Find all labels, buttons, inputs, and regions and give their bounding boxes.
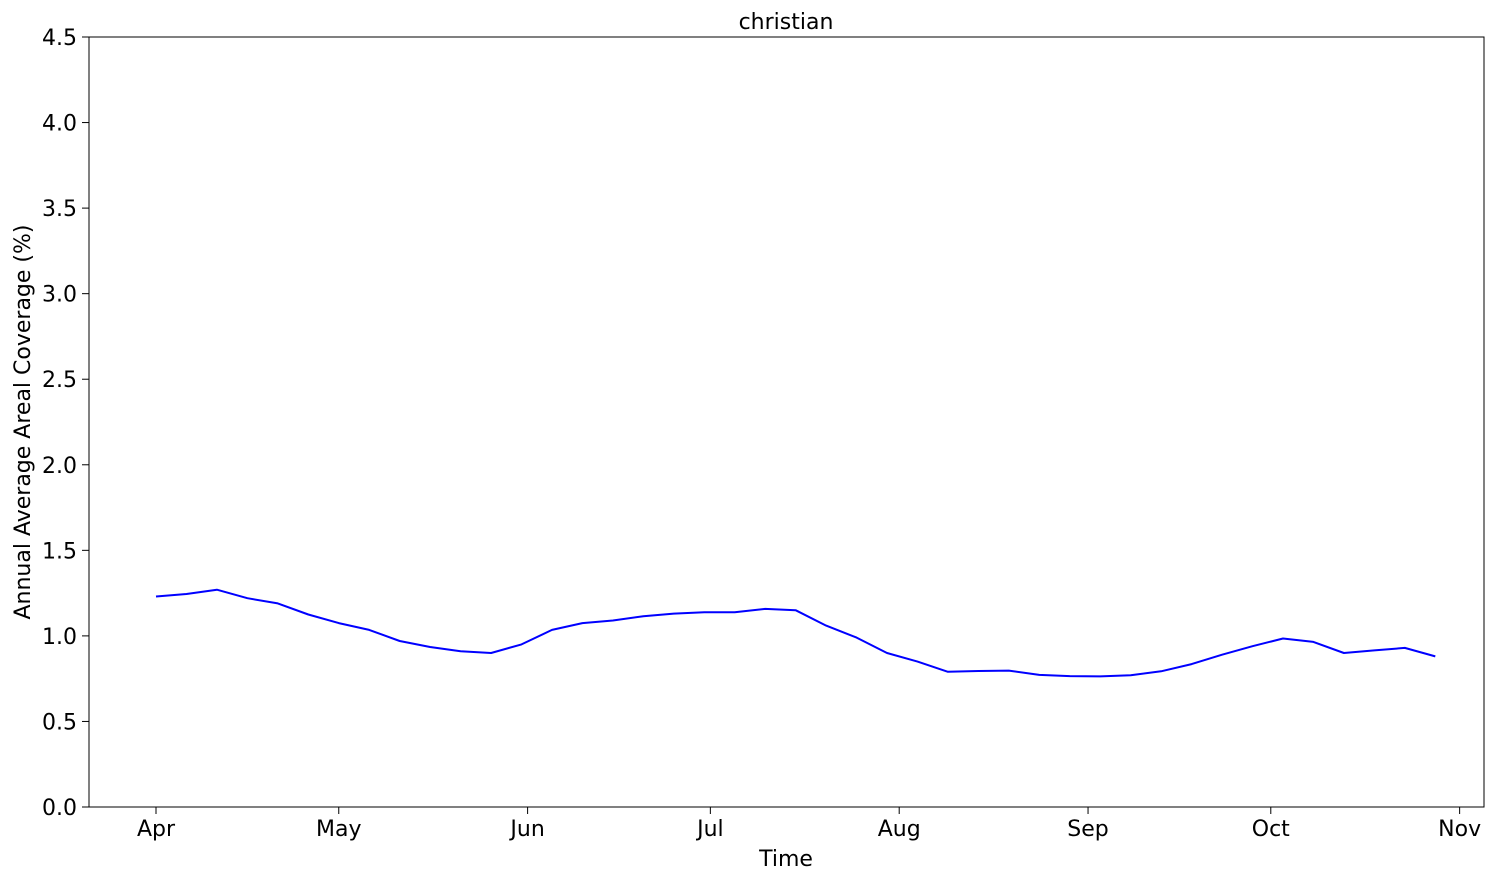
series-line-0 [155, 588, 1436, 678]
x-tick-label: Oct [1252, 817, 1290, 842]
plot-frame [88, 36, 1485, 808]
y-axis-ticks: 0.0 0.5 1.0 1.5 2.0 2.5 3.0 3.5 4.0 4.5 [42, 26, 89, 821]
y-tick-label: 2.5 [42, 368, 77, 393]
x-tick-label: Jul [695, 817, 724, 842]
x-tick-label: Apr [137, 817, 176, 842]
x-axis-ticks: Apr May Jun Jul Aug Sep Oct Nov [137, 807, 1481, 842]
x-tick-label: Jun [508, 817, 544, 842]
plot-area [89, 37, 1484, 807]
y-axis-label: Annual Average Areal Coverage (%) [11, 224, 36, 619]
series-group [155, 588, 1436, 678]
x-axis-label: Time [758, 847, 813, 872]
x-tick-label: May [316, 817, 361, 842]
y-tick-label: 4.5 [42, 26, 77, 51]
x-tick-label: Sep [1067, 817, 1108, 842]
y-tick-label: 1.5 [42, 539, 77, 564]
y-tick-label: 1.0 [42, 625, 77, 650]
y-tick-label: 4.0 [42, 112, 77, 137]
y-tick-label: 3.0 [42, 283, 77, 308]
y-tick-label: 3.5 [42, 197, 77, 222]
y-tick-label: 0.0 [42, 796, 77, 821]
x-tick-label: Aug [878, 817, 921, 842]
x-tick-label: Nov [1438, 817, 1481, 842]
chart-title: christian [739, 10, 834, 35]
y-tick-label: 2.0 [42, 454, 77, 479]
y-tick-label: 0.5 [42, 710, 77, 735]
